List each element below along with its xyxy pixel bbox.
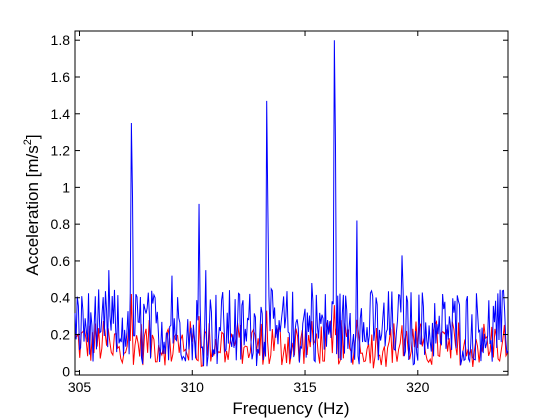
plot-frame xyxy=(74,30,509,376)
y-tick-label: 0 xyxy=(62,363,70,379)
y-tick-label: 1.4 xyxy=(51,106,71,122)
plot-area: 305 310 315 320 0 0.2 0.4 0.6 0.8 1 1.2 1.4 1.6 1.8 xyxy=(51,30,509,395)
series-blue-line xyxy=(74,40,509,367)
y-axis-title: Acceleration [m/s2] xyxy=(22,134,42,275)
y-tick-label: 0.4 xyxy=(51,290,71,306)
x-axis: 305 310 315 320 xyxy=(68,31,430,395)
x-tick-label: 315 xyxy=(293,379,317,395)
y-axis: 0 0.2 0.4 0.6 0.8 1 1.2 1.4 1.6 1.8 xyxy=(51,32,508,379)
y-tick-label: 0.2 xyxy=(51,327,71,343)
y-tick-label: 1.8 xyxy=(51,32,71,48)
x-tick-label: 305 xyxy=(68,379,92,395)
x-tick-label: 310 xyxy=(181,379,205,395)
x-tick-label: 320 xyxy=(406,379,430,395)
series-layer xyxy=(74,40,509,369)
x-axis-title: Frequency (Hz) xyxy=(232,399,349,418)
y-tick-label: 0.8 xyxy=(51,216,71,232)
y-tick-label: 0.6 xyxy=(51,253,71,269)
y-tick-label: 1.2 xyxy=(51,143,71,159)
y-tick-label: 1 xyxy=(62,179,70,195)
y-tick-label: 1.6 xyxy=(51,69,71,85)
